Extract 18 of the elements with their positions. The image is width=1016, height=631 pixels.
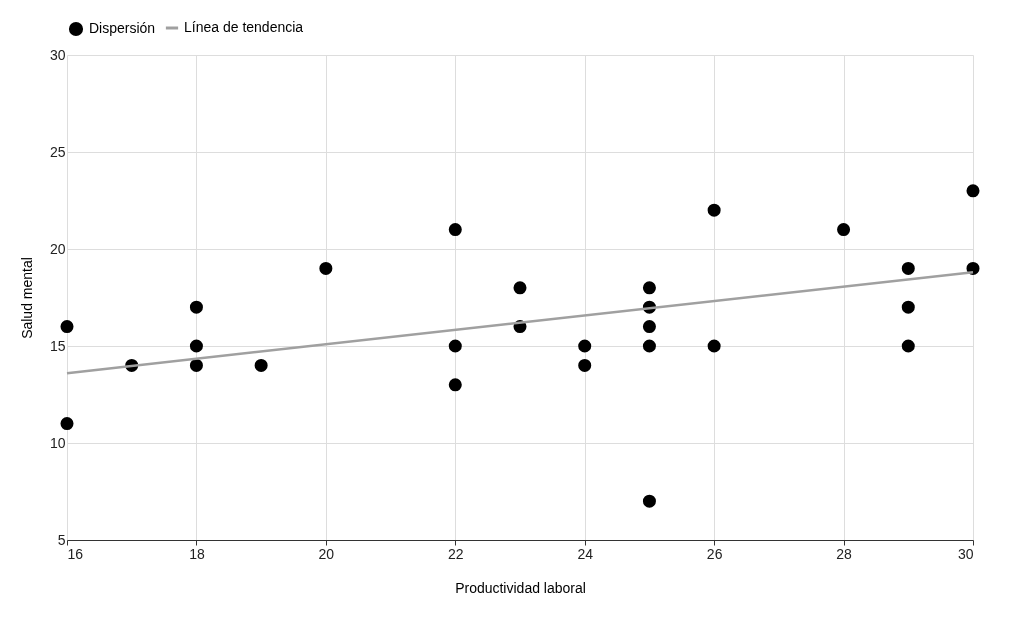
y-tick-label: 25 [49, 143, 66, 160]
x-tick-label: 16 [67, 545, 84, 562]
y-axis-title: Salud mental [18, 257, 35, 339]
x-tick-label: 24 [577, 545, 594, 562]
y-tick-label: 10 [49, 434, 66, 451]
x-tick-label: 28 [836, 545, 853, 562]
x-tick-label: 20 [318, 545, 335, 562]
y-tick-label: 20 [49, 240, 66, 257]
x-tick-label: 30 [957, 545, 974, 562]
legend-label: Línea de tendencia [184, 19, 304, 35]
x-tick-label: 18 [189, 545, 205, 562]
y-tick-label: 15 [49, 337, 66, 354]
x-tick-label: 26 [706, 545, 723, 562]
x-tick-label: 22 [448, 545, 464, 562]
legend-label: Dispersión [89, 20, 156, 36]
x-axis-title: Productividad laboral [455, 579, 586, 596]
y-tick-label: 5 [57, 531, 66, 548]
y-tick-label: 30 [49, 46, 66, 63]
